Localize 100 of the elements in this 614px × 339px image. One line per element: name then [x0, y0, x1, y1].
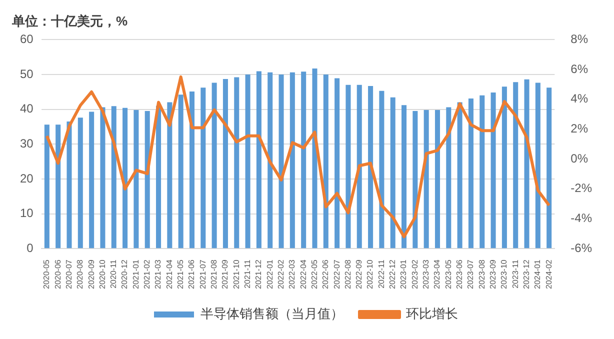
x-tick-label: 2023-03: [422, 259, 431, 289]
bar: [245, 74, 250, 248]
bar: [178, 94, 184, 248]
x-tick-label: 2022-05: [310, 259, 319, 289]
y-tick-label: 30: [20, 136, 34, 150]
bar: [256, 71, 262, 248]
x-tick-label: 2022-04: [298, 259, 308, 289]
y2-tick-label: 0%: [570, 151, 588, 166]
x-tick-label: 2022-08: [343, 259, 352, 289]
bar: [346, 84, 351, 248]
x-tick-label: 2021-08: [210, 259, 219, 289]
bar: [278, 74, 284, 248]
x-tick-label: 2023-09: [488, 259, 498, 289]
x-tick-label: 2023-04: [432, 259, 442, 289]
bar: [78, 118, 83, 248]
x-tick-label: 2022-06: [321, 259, 330, 289]
bar: [334, 78, 340, 248]
y-tick-label: 60: [20, 32, 34, 46]
y-tick-label: 40: [20, 102, 34, 116]
bar: [144, 111, 150, 248]
y2-tick-label: 8%: [570, 32, 588, 46]
bar: [434, 110, 440, 248]
bar: [402, 105, 407, 248]
bar: [502, 86, 507, 248]
x-tick-label: 2020-05: [42, 259, 52, 289]
x-tick-label: 2023-01: [399, 259, 408, 289]
bar: [356, 84, 362, 248]
bar: [290, 72, 295, 248]
x-tick-label: 2021-02: [142, 259, 152, 289]
x-tick-label: 2021-04: [164, 259, 174, 289]
x-tick-label: 2022-12: [388, 259, 398, 289]
x-tick-label: 2021-09: [220, 259, 230, 289]
bar: [56, 124, 61, 248]
x-tick-label: 2023-05: [444, 259, 453, 289]
bar: [268, 72, 273, 248]
x-tick-label: 2021-12: [254, 259, 264, 289]
bar: [424, 110, 429, 248]
x-tick-label: 2021-07: [198, 259, 208, 289]
y2-tick-label: -4%: [570, 211, 592, 226]
x-tick-label: 2021-11: [242, 259, 252, 288]
x-tick-label: 2020-09: [86, 259, 96, 289]
x-tick-label: 2021-10: [232, 259, 241, 289]
legend-label: 半导体销售额（当月值）: [200, 306, 344, 322]
x-tick-label: 2022-01: [265, 259, 274, 289]
y2-tick-label: 6%: [570, 62, 588, 76]
x-tick-label: 2024-02: [544, 259, 554, 289]
bar: [222, 78, 228, 248]
bar: [189, 92, 195, 248]
bar: [457, 102, 462, 248]
bar: [212, 82, 217, 248]
x-tick-label: 2021-01: [131, 259, 140, 289]
bar: [89, 112, 94, 248]
x-tick-label: 2021-03: [154, 259, 163, 289]
x-tick-label: 2023-02: [410, 259, 420, 289]
bar: [446, 107, 452, 248]
x-tick-label: 2023-10: [500, 259, 509, 289]
bar: [412, 111, 418, 248]
bar: [122, 108, 128, 248]
bar: [200, 88, 206, 248]
x-tick-label: 2023-11: [510, 259, 520, 288]
x-tick-label: 2020-06: [53, 259, 62, 289]
bar: [312, 68, 318, 248]
bar: [234, 77, 240, 248]
bar: [66, 121, 72, 248]
x-tick-label: 2021-05: [176, 259, 186, 289]
bar: [167, 102, 172, 248]
y2-tick-label: -2%: [570, 181, 592, 196]
x-tick-label: 2022-11: [376, 259, 386, 288]
y-tick-label: 50: [20, 66, 34, 81]
bar: [490, 92, 496, 248]
x-tick-label: 2020-10: [98, 259, 107, 289]
x-tick-label: 2022-07: [332, 259, 342, 289]
bar: [379, 90, 384, 248]
y2-tick-label: 4%: [570, 92, 588, 106]
x-tick-label: 2022-09: [354, 259, 364, 289]
bar: [134, 110, 139, 248]
y-tick-label: 20: [20, 171, 34, 186]
x-tick-label: 2022-02: [276, 259, 286, 289]
x-tick-label: 2022-10: [366, 259, 375, 289]
bar: [323, 74, 328, 248]
x-tick-label: 2022-03: [288, 259, 297, 289]
y-tick-label: 0: [26, 240, 34, 255]
chart-title: 单位：十亿美元，%: [11, 13, 128, 28]
x-tick-label: 2020-12: [120, 259, 130, 289]
bar: [111, 106, 116, 248]
x-tick-label: 2020-08: [76, 259, 85, 289]
bar: [301, 72, 306, 248]
bar: [468, 98, 474, 248]
x-tick-label: 2024-01: [533, 259, 542, 289]
bar: [100, 107, 106, 248]
x-tick-label: 2023-12: [522, 259, 531, 289]
y2-tick-label: -6%: [570, 240, 592, 255]
bar: [535, 82, 540, 248]
x-tick-label: 2021-06: [187, 259, 196, 289]
x-tick-label: 2020-11: [109, 259, 118, 288]
y-tick-label: 10: [20, 206, 34, 220]
legend-label: 环比增长: [406, 306, 458, 322]
bar: [480, 95, 485, 248]
x-tick-label: 2023-06: [455, 259, 464, 289]
x-tick-label: 2020-07: [64, 259, 74, 289]
